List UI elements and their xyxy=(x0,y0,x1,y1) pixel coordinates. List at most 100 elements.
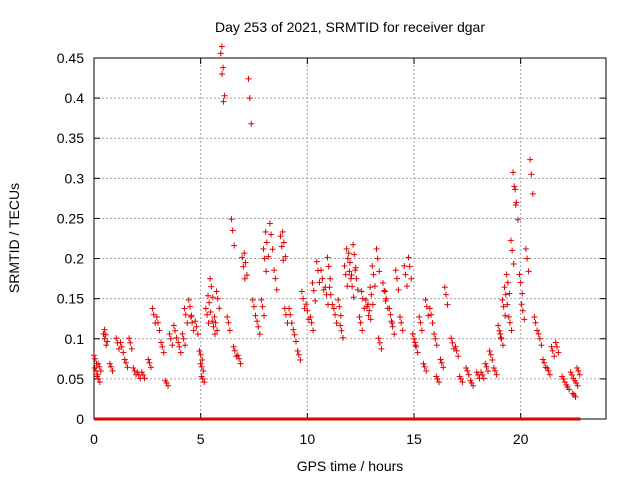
data-point xyxy=(374,255,381,262)
data-point xyxy=(234,352,241,359)
data-point xyxy=(200,368,207,375)
data-point xyxy=(138,369,145,376)
data-point xyxy=(182,311,189,318)
data-point xyxy=(387,311,394,318)
data-point xyxy=(398,319,405,326)
data-point xyxy=(162,377,169,384)
data-point xyxy=(350,294,357,301)
data-point xyxy=(121,356,128,363)
tick-layer: 0 0.05 0.1 0.15 0.2 0.25 0.3 0.35 0.4 0.45 0 5 10 15 2… xyxy=(57,50,606,447)
x-tick-label: 5 xyxy=(197,431,205,447)
data-point xyxy=(541,359,548,366)
data-point xyxy=(180,335,187,342)
data-point xyxy=(499,296,506,303)
data-point xyxy=(433,342,440,349)
data-point xyxy=(310,327,317,334)
data-point xyxy=(574,382,581,389)
y-tick-label: 0.4 xyxy=(65,90,85,106)
data-point xyxy=(177,349,184,356)
data-point xyxy=(536,335,543,342)
data-point xyxy=(209,294,216,301)
data-point xyxy=(243,272,250,279)
data-point xyxy=(426,305,433,312)
data-point xyxy=(252,312,259,319)
data-point xyxy=(343,245,350,252)
data-point xyxy=(376,268,383,275)
data-point xyxy=(260,245,267,252)
data-point xyxy=(90,352,97,359)
x-tick-label: 15 xyxy=(406,431,422,447)
data-point xyxy=(286,305,293,312)
data-point xyxy=(202,305,209,312)
y-axis-label: SRMTID / TECUs xyxy=(6,183,22,293)
data-point xyxy=(176,343,183,350)
data-point xyxy=(456,373,463,380)
data-point xyxy=(245,75,252,82)
data-point xyxy=(268,231,275,238)
data-point xyxy=(455,353,462,360)
data-point xyxy=(373,245,380,252)
data-point xyxy=(339,334,346,341)
data-point xyxy=(381,287,388,294)
data-point xyxy=(389,323,396,330)
y-tick-label: 0.35 xyxy=(57,130,84,146)
data-point xyxy=(304,307,311,314)
data-point xyxy=(219,71,225,78)
data-point xyxy=(259,303,266,310)
data-point xyxy=(517,279,524,286)
data-point xyxy=(95,360,102,367)
data-point xyxy=(271,267,278,274)
data-point xyxy=(431,330,438,337)
data-point xyxy=(539,356,546,363)
data-point xyxy=(101,335,108,342)
data-point xyxy=(497,334,504,341)
data-point xyxy=(160,349,167,356)
data-point xyxy=(386,305,393,312)
data-point xyxy=(156,327,163,334)
data-point xyxy=(141,375,148,382)
data-point xyxy=(187,303,193,310)
data-point xyxy=(428,311,435,318)
data-point xyxy=(172,327,179,334)
data-point xyxy=(375,335,382,342)
data-point xyxy=(241,275,248,282)
data-point xyxy=(199,356,206,363)
data-point xyxy=(544,364,551,371)
data-point xyxy=(548,343,555,350)
data-point xyxy=(349,283,356,290)
data-point xyxy=(326,284,333,291)
data-point xyxy=(437,356,444,363)
data-point xyxy=(501,284,508,291)
data-point xyxy=(527,156,534,163)
data-point xyxy=(205,292,211,299)
data-point xyxy=(127,339,134,346)
data-point xyxy=(568,371,575,378)
y-tick-label: 0.25 xyxy=(57,210,84,226)
data-point xyxy=(246,95,253,102)
data-point xyxy=(479,371,486,378)
data-point xyxy=(297,356,304,363)
data-point xyxy=(409,330,416,337)
data-point xyxy=(492,367,499,374)
data-point xyxy=(272,275,279,282)
data-point xyxy=(188,312,195,319)
data-point xyxy=(401,262,408,269)
data-point xyxy=(204,311,211,318)
data-point xyxy=(313,258,320,265)
data-point xyxy=(417,319,424,326)
data-point xyxy=(365,312,372,319)
data-point xyxy=(423,368,430,375)
data-point xyxy=(288,320,295,327)
data-point xyxy=(549,347,556,354)
data-point xyxy=(367,284,374,291)
data-point xyxy=(485,368,492,375)
data-point xyxy=(423,303,430,310)
data-point xyxy=(210,323,217,330)
data-point xyxy=(333,320,340,327)
data-point xyxy=(370,271,377,278)
data-point xyxy=(312,297,319,304)
data-point xyxy=(298,288,305,295)
data-point xyxy=(228,216,235,223)
data-point xyxy=(214,327,221,334)
data-point xyxy=(96,363,103,370)
